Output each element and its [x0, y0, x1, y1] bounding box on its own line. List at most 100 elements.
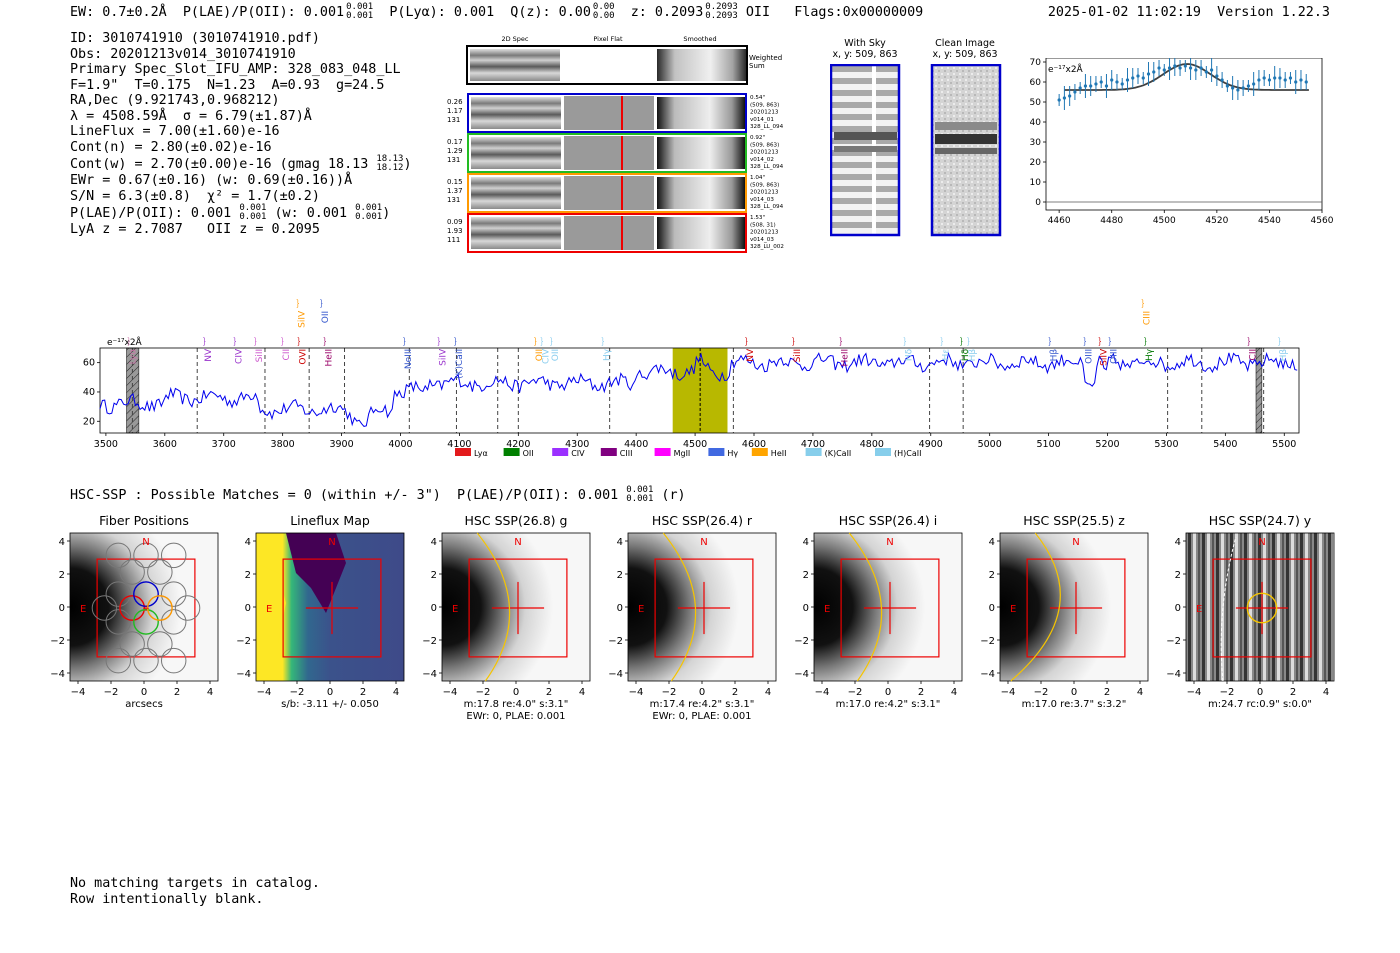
hsc-xtick-label: −2 [662, 687, 677, 698]
with-sky-image [830, 64, 901, 237]
hsc-ytick-label: −2 [794, 636, 809, 647]
emission-line-label: CIV ︸ [232, 337, 244, 364]
plya-value: P(Lyα): 0.001 [389, 5, 495, 20]
zoom-data-point [1194, 68, 1198, 72]
hsc-ytick-label: −2 [236, 636, 251, 647]
cutout-right-value: v014_03 [750, 237, 774, 243]
cutout-right-value: (509, 863) [750, 102, 779, 108]
hsc-ytick-label: 4 [803, 537, 809, 548]
emission-line-label: Hβ ︸ [1047, 337, 1059, 361]
zoom-data-point [1078, 86, 1082, 90]
zoom-data-point [1288, 76, 1293, 80]
legend-label: Lyα [474, 449, 488, 458]
legend-swatch [805, 448, 822, 456]
north-label: N [328, 537, 335, 548]
fiber-circle-blue [133, 581, 159, 608]
zoom-data-point [1104, 84, 1109, 88]
hsc-caption: s/b: -3.11 +/- 0.050 [281, 699, 379, 710]
hsc-caption-2: EWr: 0, PLAE: 0.001 [466, 711, 565, 722]
hsc-ytick-label: 0 [617, 603, 623, 614]
legend-swatch [708, 448, 725, 456]
legend-label: HeII [771, 449, 787, 458]
hsc-ytick-label: 2 [59, 570, 65, 581]
emission-line-label: Hγ ︸ [1143, 337, 1155, 361]
zoom-ytick-label: 40 [1030, 118, 1041, 128]
obs-id: Obs: 20201213v014_3010741910 [70, 46, 296, 62]
aperture-circle [1246, 592, 1278, 624]
emission-line-label: CII ︸ [280, 337, 292, 360]
fiber-circle [105, 581, 132, 607]
hsc-ytick-label: 2 [617, 570, 623, 581]
fiber-circle-red [119, 595, 146, 621]
zoom-data-point [1283, 78, 1287, 82]
zoom-data-point [1225, 84, 1229, 88]
hsc-caption: m:24.7 rc:0.9" s:0.0" [1208, 699, 1312, 710]
with-sky-title: With Sky x, y: 509, 863 [832, 38, 898, 60]
hsc-ytick-label: −2 [980, 636, 995, 647]
cutout-right-value: (508, 31) [750, 222, 776, 228]
hsc-ytick-label: 2 [989, 570, 995, 581]
zoom-data-point [1299, 78, 1303, 82]
hsc-panel: HSC SSP(25.5) z N E 4 2 0 −2 −4 −4 −2 0 2 4 m:17.0 re… [980, 513, 1149, 710]
east-label: E [1010, 604, 1016, 615]
hsc-ytick-label: −4 [608, 669, 623, 680]
hsc-xtick-label: −2 [476, 687, 491, 698]
spec-slot: Primary Spec_Slot_IFU_AMP: 328_083_048_L… [70, 62, 401, 77]
wavelength: λ = 4508.59Å σ = 6.79(±1.87)Å [70, 108, 312, 124]
legend-label: CIII [620, 449, 633, 458]
hsc-ytick-label: 4 [59, 537, 65, 548]
cutout-right-value: 1.04" [750, 175, 765, 181]
zoom-data-point [1199, 66, 1203, 70]
ew-value: EW: 0.7±0.2Å [70, 5, 167, 20]
hsc-ytick-label: 0 [59, 603, 65, 614]
cutout-left-value: 131 [447, 116, 460, 124]
cutout-right-value: 1.53" [750, 215, 765, 221]
legend-label: (K)CaII [825, 449, 852, 458]
zoom-data-point [1188, 66, 1193, 70]
search-box [96, 558, 196, 658]
hsc-panel-title: Fiber Positions [99, 513, 189, 528]
hsc-caption: arcsecs [125, 699, 163, 710]
emission-line-label: OIII ︸ [1083, 337, 1095, 364]
cutout-right-value: 20201213 [750, 150, 779, 156]
hsc-xtick-label: −2 [848, 687, 863, 698]
zoom-data-point [1141, 76, 1145, 80]
zoom-data-point [1262, 76, 1266, 80]
hsc-panel: HSC SSP(26.4) i N E 4 2 0 −2 −4 −4 −2 0 2 4 m:17.0 re… [794, 513, 963, 710]
hsc-ytick-label: −2 [1166, 636, 1181, 647]
cutout-left-value: 131 [447, 156, 460, 164]
cutout-left-value: 0.17 [447, 138, 463, 146]
cont-w: Cont(w) = 2.70(±0.00)e-16 (gmag 18.13 18… [70, 154, 412, 173]
spectrum-xtick-label: 5300 [1154, 439, 1178, 450]
zoom-data-point [1178, 66, 1182, 70]
zoom-data-point [1136, 74, 1140, 78]
no-match-text: No matching targets in catalog. [70, 876, 320, 891]
zoom-data-point [1146, 72, 1151, 76]
zoom-xtick-label: 4460 [1048, 216, 1071, 226]
legend-label: Hγ [727, 449, 738, 458]
legend-label: CIV [571, 449, 585, 458]
hsc-xtick-label: 4 [1137, 687, 1143, 698]
legend-swatch [455, 448, 471, 456]
cutout-right-value: 0.92" [750, 135, 765, 141]
emission-line-label: Hδ ︸ [902, 337, 914, 361]
legend-swatch [552, 448, 569, 456]
zoom-data-point [1073, 90, 1077, 94]
hsc-xtick-label: 0 [885, 687, 891, 698]
cutout-right-value: v014_01 [750, 117, 774, 123]
flags-value: Flags:0x00000009 [794, 5, 924, 20]
spectrum-xtick-label: 5500 [1272, 439, 1296, 450]
spectrum-xtick-label: 3800 [271, 439, 295, 450]
hsc-caption: m:17.8 re:4.0" s:3.1" [464, 699, 569, 710]
search-box [840, 558, 940, 658]
emission-line-label: SiII ︸ [791, 337, 803, 362]
fiber-circle [160, 647, 187, 674]
fiber-circle [133, 647, 159, 674]
zoom-data-point [1094, 82, 1098, 86]
search-box [282, 558, 382, 658]
emission-line-label: Hδ ︸ [959, 337, 971, 361]
emission-line-label: Hγ ︸ [601, 337, 613, 361]
cutout-right-value: 20201213 [750, 230, 779, 236]
fiber-circle [105, 647, 132, 674]
